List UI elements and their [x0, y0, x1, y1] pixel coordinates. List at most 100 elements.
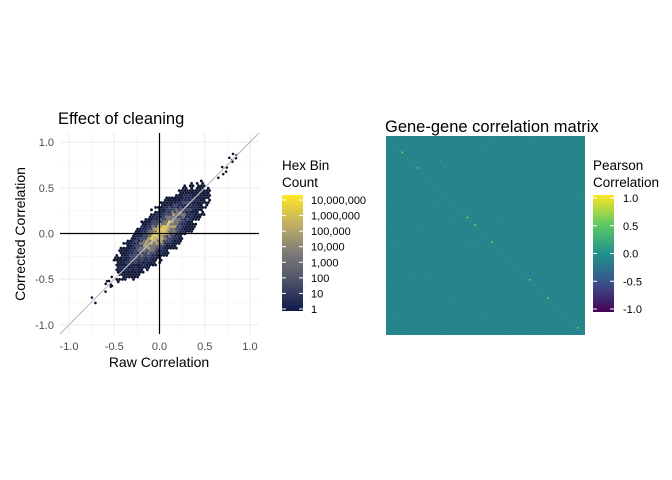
hex-bin [140, 268, 144, 272]
heatmap-cell [493, 180, 495, 182]
hex-bin [145, 258, 149, 262]
hex-bin [136, 261, 139, 265]
heatmap-cell [465, 243, 467, 244]
heatmap-cell [519, 200, 521, 201]
heatmap-cell [504, 137, 505, 139]
heatmap-cell [400, 165, 402, 167]
heatmap-cell [417, 326, 419, 327]
heatmap-cell [532, 288, 534, 290]
heatmap-cell [472, 291, 474, 293]
heatmap-cell [458, 326, 460, 328]
heatmap-cell [423, 220, 425, 222]
heatmap-cell [577, 175, 579, 177]
heatmap-cell [409, 253, 411, 255]
heatmap-cell [507, 314, 509, 316]
heatmap-cell [517, 294, 519, 296]
hex-bin [154, 205, 157, 209]
heatmap-cell [391, 249, 392, 251]
heatmap-cell [430, 276, 431, 278]
heatmap-cell [513, 278, 515, 280]
hex-bin [116, 261, 120, 265]
heatmap-cell [490, 318, 492, 320]
heatmap-cell [518, 319, 520, 320]
heatmap-cell [413, 332, 415, 334]
hex-bin [105, 279, 109, 283]
heatmap-cell [568, 246, 570, 248]
hex-bin [206, 186, 210, 190]
heatmap-cell [530, 280, 532, 282]
heatmap-cell [430, 236, 432, 238]
heatmap-cell [528, 164, 530, 166]
hex-bin [177, 217, 181, 221]
heatmap-cell [405, 203, 407, 205]
hex-bin [180, 203, 184, 207]
heatmap-cell [516, 161, 518, 163]
heatmap-cell [436, 216, 438, 218]
heatmap-cell [421, 177, 423, 179]
hex-bin [175, 198, 178, 202]
heatmap-cell [399, 226, 401, 228]
heatmap-cell [415, 226, 416, 227]
heatmap-cell [570, 184, 572, 186]
heatmap-cell [474, 151, 476, 153]
heatmap-cell [563, 320, 565, 322]
heatmap-cell [466, 218, 468, 220]
heatmap-cell [400, 231, 402, 233]
heatmap-cell [444, 229, 446, 231]
hex-bin [122, 251, 126, 255]
heatmap-cell [412, 295, 414, 297]
hex-bin [169, 208, 173, 212]
hex-bin [190, 220, 193, 224]
hex-bin [170, 234, 174, 238]
heatmap-cell [487, 144, 488, 146]
heatmap-cell [393, 279, 395, 281]
hex-bin [121, 277, 124, 281]
heatmap-cell [446, 256, 448, 257]
heatmap-cell [432, 138, 434, 140]
heatmap-cell [478, 160, 480, 162]
hex-bin [166, 251, 170, 255]
hex-bin [179, 201, 182, 205]
heatmap-cell [582, 321, 584, 322]
heatmap-cell [434, 242, 436, 244]
heatmap-cell [402, 286, 404, 288]
heatmap-cell [568, 297, 570, 299]
heatmap-cell [403, 298, 405, 299]
hex-bin [137, 239, 141, 243]
hex-bin [147, 261, 151, 265]
heatmap-cell [480, 221, 482, 223]
heatmap-cell [441, 315, 443, 316]
hex-bin [202, 213, 206, 217]
heatmap-cell [543, 257, 545, 259]
heatmap-cell [518, 182, 519, 184]
hex-bin [139, 237, 142, 241]
heatmap-cell [465, 333, 467, 335]
heatmap-cell [583, 287, 585, 289]
hex-bin [202, 193, 206, 197]
hex-bin [144, 217, 148, 221]
heatmap-cell [504, 266, 506, 268]
heatmap-cell [423, 324, 425, 326]
hex-bin [137, 229, 141, 233]
hexbin-colorbar [282, 195, 303, 311]
hex-bin [201, 181, 205, 185]
heatmap-cell [560, 228, 562, 229]
hex-bin [125, 251, 128, 255]
heatmap-cell [539, 217, 541, 219]
heatmap-cell [480, 189, 482, 190]
hex-bin [184, 201, 188, 205]
heatmap-cell [388, 151, 390, 153]
hex-bin [155, 213, 159, 217]
hex-bin [181, 229, 185, 233]
heatmap-cell [554, 226, 556, 228]
hex-bin [154, 225, 157, 229]
heatmap-cell [571, 250, 573, 252]
heatmap-cell [486, 260, 488, 262]
heatmap-cell [479, 257, 481, 259]
heatmap-cell [454, 318, 456, 320]
heatmap-cell [445, 228, 447, 230]
heatmap-cell [484, 226, 486, 228]
hex-bin [162, 220, 166, 224]
heatmap-cell [545, 139, 547, 141]
heatmap-cell [557, 211, 559, 213]
